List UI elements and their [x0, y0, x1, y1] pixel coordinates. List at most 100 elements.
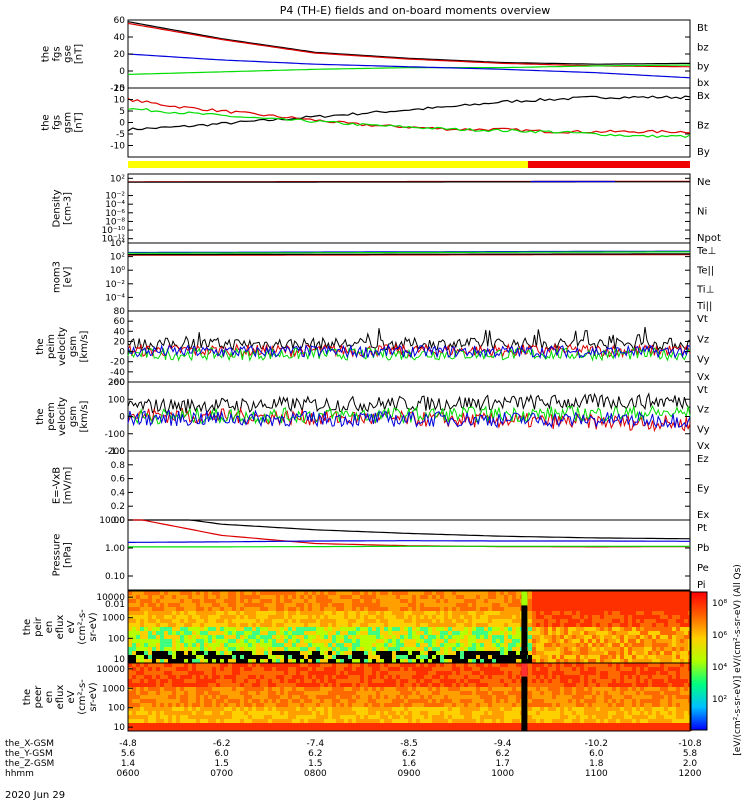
spectrogram-cell — [284, 635, 288, 639]
spectrogram-cell — [652, 615, 656, 619]
spectrogram-cell — [248, 591, 252, 595]
spectrogram-cell — [228, 603, 232, 607]
spectrogram-cell — [676, 655, 680, 659]
spectrogram-cell — [684, 647, 688, 651]
spectrogram-cell — [324, 599, 328, 603]
spectrogram-cell — [508, 591, 512, 595]
spectrogram-cell — [440, 727, 444, 731]
spectrogram-cell — [532, 687, 536, 691]
spectrogram-cell — [416, 643, 420, 647]
spectrogram-cell — [460, 619, 464, 623]
spectrogram-cell — [316, 647, 320, 651]
spectrogram-cell — [664, 635, 668, 639]
spectrogram-cell — [172, 659, 176, 663]
spectrogram-cell — [264, 651, 268, 655]
spectrogram-cell — [400, 719, 404, 723]
spectrogram-cell — [652, 635, 656, 639]
spectrogram-cell — [604, 595, 608, 599]
spectrogram-cell — [172, 675, 176, 679]
spectrogram-cell — [128, 663, 132, 667]
spectrogram-cell — [240, 667, 244, 671]
spectrogram-cell — [220, 723, 224, 727]
spectrogram-cell — [208, 599, 212, 603]
spectrogram-cell — [144, 683, 148, 687]
spectrogram-cell — [156, 611, 160, 615]
spectrogram-cell — [608, 623, 612, 627]
spectrogram-cell — [416, 711, 420, 715]
spectrogram-cell — [332, 679, 336, 683]
spectrogram-cell — [212, 691, 216, 695]
spectrogram-cell — [500, 679, 504, 683]
spectrogram-cell — [532, 599, 536, 603]
spectrogram-cell — [244, 671, 248, 675]
spectrogram-cell — [652, 639, 656, 643]
spectrogram-cell — [440, 675, 444, 679]
spectrogram-cell — [416, 591, 420, 595]
spectrogram-cell — [584, 643, 588, 647]
spectrogram-cell — [484, 663, 488, 667]
spectrogram-cell — [172, 607, 176, 611]
spectrogram-cell — [624, 707, 628, 711]
spectrogram-cell — [212, 635, 216, 639]
series-Vx — [127, 409, 691, 429]
spectrogram-cell — [624, 599, 628, 603]
spectrogram-cell — [144, 651, 148, 655]
spectrogram-cell — [180, 603, 184, 607]
spectrogram-cell — [400, 659, 404, 663]
spectrogram-cell — [232, 683, 236, 687]
spectrogram-cell — [496, 607, 500, 611]
spectrogram-cell — [468, 635, 472, 639]
y-tick-label: 10⁻⁶ — [105, 209, 125, 219]
spectrogram-cell — [552, 643, 556, 647]
spectrogram-cell — [340, 635, 344, 639]
spectrogram-cell — [440, 651, 444, 655]
spectrogram-cell — [576, 687, 580, 691]
spectrogram-cell — [452, 683, 456, 687]
spectrogram-cell — [440, 611, 444, 615]
spectrogram-cell — [444, 679, 448, 683]
spectrogram-cell — [632, 699, 636, 703]
spectrogram-cell — [560, 667, 564, 671]
spectrogram-cell — [476, 631, 480, 635]
spectrogram-cell — [200, 695, 204, 699]
spectrogram-cell — [276, 691, 280, 695]
spectrogram-cell — [200, 655, 204, 659]
spectrogram-cell — [636, 611, 640, 615]
spectrogram-cell — [312, 711, 316, 715]
spectrogram-cell — [212, 631, 216, 635]
spectrogram-cell — [260, 611, 264, 615]
spectrogram-cell — [424, 691, 428, 695]
spectrogram-cell — [444, 707, 448, 711]
spectrogram-cell — [140, 727, 144, 731]
spectrogram-cell — [160, 623, 164, 627]
spectrogram-cell — [156, 723, 160, 727]
spectrogram-cell — [292, 671, 296, 675]
spectrogram-cell — [556, 655, 560, 659]
spectrogram-cell — [444, 603, 448, 607]
spectrogram-cell — [308, 683, 312, 687]
spectrogram-cell — [192, 643, 196, 647]
spectrogram-cell — [224, 667, 228, 671]
spectrogram-cell — [448, 651, 452, 655]
spectrogram-cell — [516, 683, 520, 687]
spectrogram-cell — [292, 711, 296, 715]
spectrogram-cell — [188, 691, 192, 695]
spectrogram-cell — [188, 631, 192, 635]
spectrogram-cell — [132, 623, 136, 627]
spectrogram-cell — [304, 719, 308, 723]
spectrogram-cell — [328, 727, 332, 731]
spectrogram-cell — [324, 671, 328, 675]
spectrogram-cell — [148, 615, 152, 619]
spectrogram-cell — [508, 655, 512, 659]
spectrogram-cell — [460, 643, 464, 647]
spectrogram-cell — [164, 647, 168, 651]
spectrogram-cell — [276, 719, 280, 723]
spectrogram-cell — [680, 627, 684, 631]
spectrogram-cell — [232, 607, 236, 611]
spectrogram-cell — [496, 639, 500, 643]
spectrogram-cell — [560, 707, 564, 711]
spectrogram-cell — [336, 691, 340, 695]
spectrogram-cell — [544, 667, 548, 671]
spectrogram-cell — [312, 679, 316, 683]
spectrogram-cell — [188, 695, 192, 699]
